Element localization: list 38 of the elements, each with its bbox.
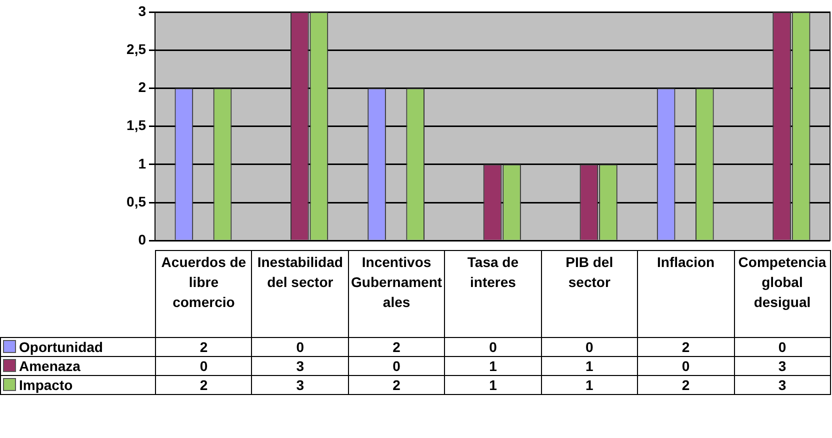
data-label: 0 <box>444 338 542 356</box>
data-label: 2 <box>348 376 445 394</box>
data-label: 1 <box>541 376 638 394</box>
data-label: 0 <box>638 356 734 376</box>
legend-label: Impacto <box>0 376 156 394</box>
x-tick-label: Inflacion <box>638 250 734 338</box>
data-label: 3 <box>734 356 830 376</box>
data-label: 3 <box>252 376 348 394</box>
data-label: 2 <box>156 376 252 394</box>
y-tick-label: 3 <box>138 2 146 19</box>
y-tick-label: 2,5 <box>126 40 146 57</box>
y-tick-label: 0 <box>138 231 146 248</box>
x-tick-label: Inestabilidad del sector <box>252 250 348 338</box>
data-label: 0 <box>252 338 348 356</box>
data-label: 0 <box>156 356 252 376</box>
x-tick-label: Acuerdos de libre comercio <box>156 250 252 338</box>
x-tick-label: PIB del sector <box>541 250 638 338</box>
y-tick-label: 1,5 <box>126 117 146 134</box>
data-label: 2 <box>638 376 734 394</box>
data-label: 2 <box>156 338 252 356</box>
data-label: 1 <box>541 356 638 376</box>
data-label: 0 <box>734 338 830 356</box>
legend-label: Amenaza <box>0 356 156 376</box>
data-label: 2 <box>348 338 445 356</box>
data-label: 0 <box>348 356 445 376</box>
data-label: 3 <box>734 376 830 394</box>
data-label: 0 <box>541 338 638 356</box>
y-tick-label: 0,5 <box>126 193 146 210</box>
data-label: 3 <box>252 356 348 376</box>
x-tick-label: Incentivos Gubernamentales <box>348 250 445 338</box>
legend-label: Oportunidad <box>0 338 156 356</box>
x-tick-label: Tasa de interes <box>444 250 542 338</box>
y-tick-label: 2 <box>138 79 146 96</box>
data-label: 2 <box>638 338 734 356</box>
y-tick-label: 1 <box>138 155 146 172</box>
data-label: 1 <box>444 376 542 394</box>
x-tick-label: Competencia global desigual <box>734 250 830 338</box>
data-label: 1 <box>444 356 542 376</box>
